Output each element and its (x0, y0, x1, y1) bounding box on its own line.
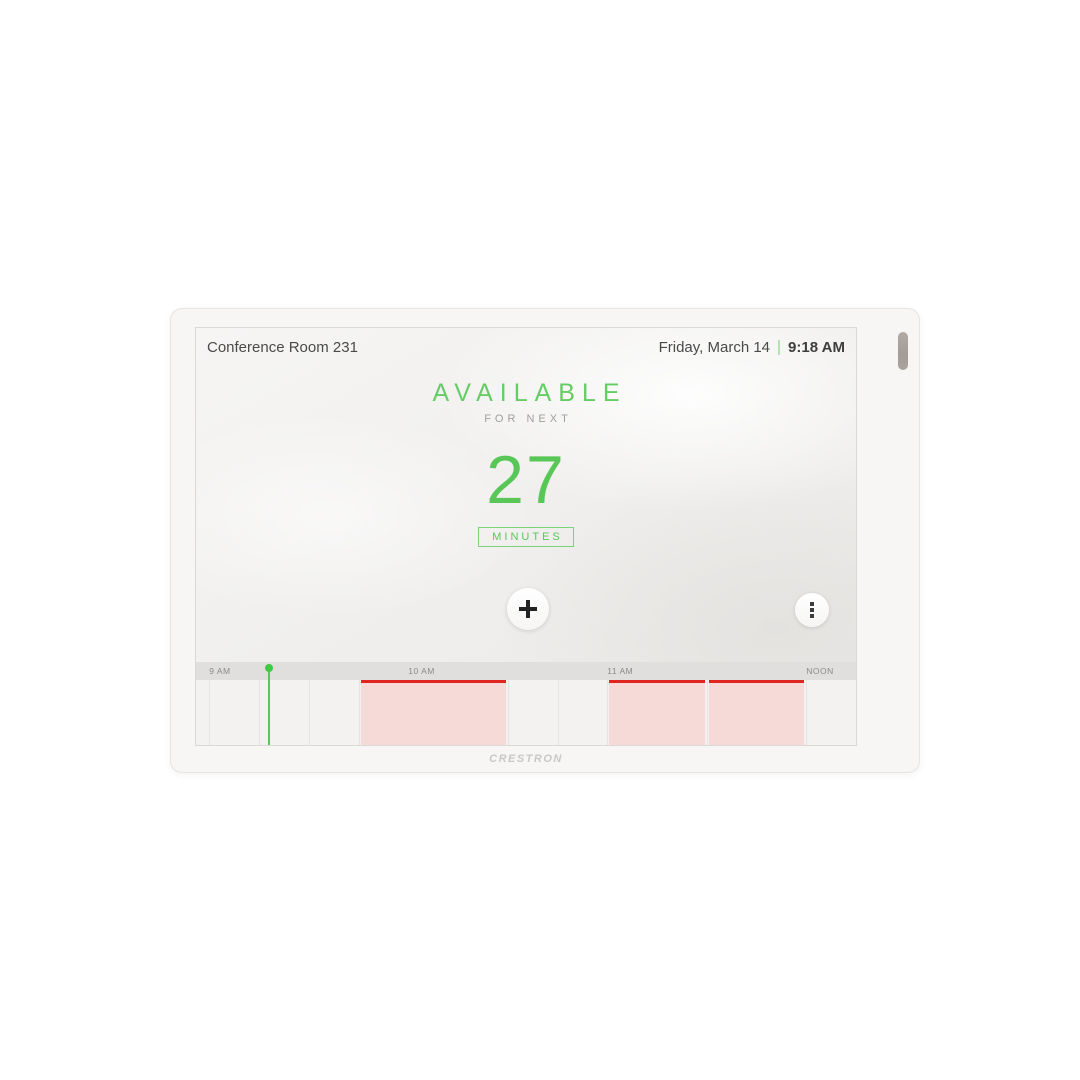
busy-event-block[interactable] (360, 680, 506, 745)
current-time-marker (264, 664, 273, 745)
availability-status: AVAILABLE FOR NEXT 27 MINUTES (196, 379, 856, 547)
timeline-gridline (706, 680, 708, 745)
timeline-hour-labels: 9 AM 10 AM 11 AM NOON (196, 662, 856, 680)
date-label: Friday, March 14 (658, 339, 771, 356)
panel-screen: Conference Room 231 Friday, March 14 9:1… (195, 327, 857, 746)
timeline-label: 11 AM (607, 666, 634, 676)
timeline-gridline (209, 680, 211, 745)
time-label: 9:18 AM (788, 339, 845, 356)
crestron-logo: CRESTRON (489, 753, 563, 765)
busy-event-block[interactable] (708, 680, 805, 745)
timeline-gridline (607, 680, 609, 745)
current-time-dot (264, 664, 273, 672)
countdown-unit-badge: MINUTES (478, 527, 574, 547)
timeline-label: 10 AM (408, 666, 435, 676)
timeline-grid (196, 680, 856, 745)
light-sensor (898, 332, 908, 370)
screen-header: Conference Room 231 Friday, March 14 9:1… (196, 328, 856, 356)
menu-button[interactable] (795, 593, 829, 627)
timeline-label: NOON (806, 666, 834, 676)
countdown-value: 27 (486, 442, 566, 518)
vertical-ellipsis-icon (810, 602, 814, 618)
busy-event-block[interactable] (609, 680, 705, 745)
status-text: AVAILABLE (432, 379, 627, 407)
timeline-gridline (507, 680, 509, 745)
room-name: Conference Room 231 (207, 339, 358, 356)
timeline-gridline (557, 680, 559, 745)
scheduling-panel-device: Conference Room 231 Friday, March 14 9:1… (170, 308, 920, 773)
schedule-timeline[interactable]: 9 AM 10 AM 11 AM NOON (196, 662, 856, 745)
plus-icon (507, 588, 549, 630)
timeline-label: 9 AM (209, 666, 231, 676)
add-meeting-button[interactable] (507, 588, 549, 630)
timeline-gridline (259, 680, 260, 745)
timeline-gridline (308, 680, 310, 745)
datetime-display: Friday, March 14 9:18 AM (659, 339, 845, 356)
timeline-gridline (358, 680, 360, 745)
timeline-gridline (806, 680, 808, 745)
datetime-separator (778, 340, 781, 355)
status-subtext: FOR NEXT (484, 413, 572, 425)
